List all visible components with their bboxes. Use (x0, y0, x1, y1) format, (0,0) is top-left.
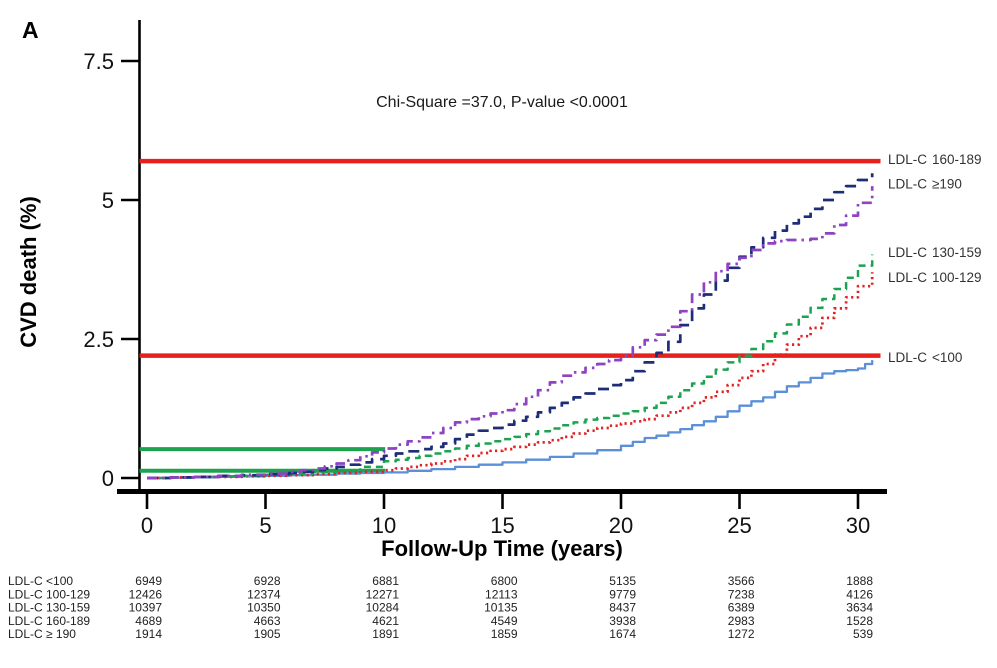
x-tick-label: 30 (846, 513, 870, 538)
y-tick-label: 7.5 (83, 49, 114, 74)
curve-ldl-160-189 (147, 173, 874, 480)
curve-label-range-ldl-160-189: 160-189 (932, 152, 982, 167)
risk-count: 7238 (728, 587, 755, 601)
risk-count: 539 (853, 627, 873, 641)
risk-count: 10135 (484, 601, 518, 615)
risk-row-label: LDL-C ≥ 190 (8, 627, 76, 641)
curve-label-range-ldl-100-129: 100-129 (932, 270, 982, 285)
y-tick-label: 2.5 (83, 327, 114, 352)
risk-count: 12271 (366, 587, 400, 601)
curve-label-ldl-130-159: LDL-C (888, 245, 927, 260)
risk-count: 1914 (135, 627, 162, 641)
curve-ldl-lt-100 (147, 360, 874, 480)
risk-count: 4549 (491, 614, 518, 628)
risk-count: 12426 (129, 587, 163, 601)
risk-count: 6881 (372, 574, 399, 588)
x-tick-label: 0 (141, 513, 153, 538)
risk-count: 10397 (129, 601, 163, 615)
risk-count: 1674 (609, 627, 636, 641)
risk-count: 1272 (728, 627, 755, 641)
risk-count: 4689 (135, 614, 162, 628)
risk-count: 12113 (485, 587, 518, 601)
risk-count: 6389 (728, 601, 755, 615)
risk-count: 12374 (247, 587, 281, 601)
risk-count: 6800 (491, 574, 518, 588)
risk-count: 10350 (247, 601, 281, 615)
y-tick-label: 5 (102, 188, 114, 213)
y-tick-label: 0 (102, 466, 114, 491)
risk-count: 1528 (846, 614, 873, 628)
risk-count: 1905 (254, 627, 281, 641)
curve-ldl-100-129 (147, 272, 874, 480)
risk-count: 2983 (728, 614, 755, 628)
curve-label-ldl-160-189: LDL-C (888, 152, 927, 167)
risk-count: 1888 (846, 574, 873, 588)
risk-table: LDL-C <100 6949 6928 6881 6800 5135 3566 1888 LD… (8, 574, 873, 641)
risk-count: 1891 (372, 627, 399, 641)
curve-ldl-130-159 (147, 254, 874, 480)
risk-count: 9779 (609, 587, 636, 601)
risk-count: 3938 (609, 614, 636, 628)
risk-count: 3566 (728, 574, 755, 588)
panel-label: A (22, 17, 39, 43)
curves (147, 173, 874, 480)
risk-count: 1859 (491, 627, 518, 641)
risk-count: 5135 (609, 574, 636, 588)
curve-label-ldl-100-129: LDL-C (888, 270, 927, 285)
curve-labels: LDL-C <100 LDL-C 100-129 LDL-C 130-159 LDL-C 16… (888, 152, 982, 365)
curve-label-range-ldl-ge-190: ≥190 (932, 176, 962, 191)
x-tick-label: 5 (259, 513, 271, 538)
curve-label-range-ldl-130-159: 130-159 (932, 245, 982, 260)
x-tick-label: 10 (372, 513, 396, 538)
curve-label-ldl-lt-100: LDL-C (888, 350, 927, 365)
risk-count: 6949 (135, 574, 162, 588)
risk-count: 10284 (366, 601, 400, 615)
risk-count: 3634 (846, 601, 873, 615)
risk-row-label: LDL-C 100-129 (8, 587, 90, 601)
curve-ldl-ge-190 (147, 186, 874, 480)
risk-count: 8437 (609, 601, 636, 615)
risk-row-label: LDL-C <100 (8, 574, 73, 588)
y-axis-title: CVD death (%) (16, 196, 41, 348)
curve-label-range-ldl-lt-100: <100 (932, 350, 962, 365)
curve-label-ldl-ge-190: LDL-C (888, 176, 927, 191)
axes: 0 2.5 5 7.5 0 5 10 15 20 25 30 (83, 20, 887, 538)
risk-count: 4663 (254, 614, 281, 628)
x-tick-label: 15 (490, 513, 514, 538)
risk-count: 4621 (372, 614, 399, 628)
risk-count: 4126 (846, 587, 873, 601)
x-tick-label: 25 (727, 513, 751, 538)
x-axis-title: Follow-Up Time (years) (381, 536, 623, 561)
chi-square-annotation: Chi-Square =37.0, P-value <0.0001 (376, 94, 628, 111)
x-tick-label: 20 (609, 513, 633, 538)
risk-row-label: LDL-C 160-189 (8, 614, 90, 628)
risk-count: 6928 (254, 574, 281, 588)
risk-row-label: LDL-C 130-159 (8, 601, 90, 615)
